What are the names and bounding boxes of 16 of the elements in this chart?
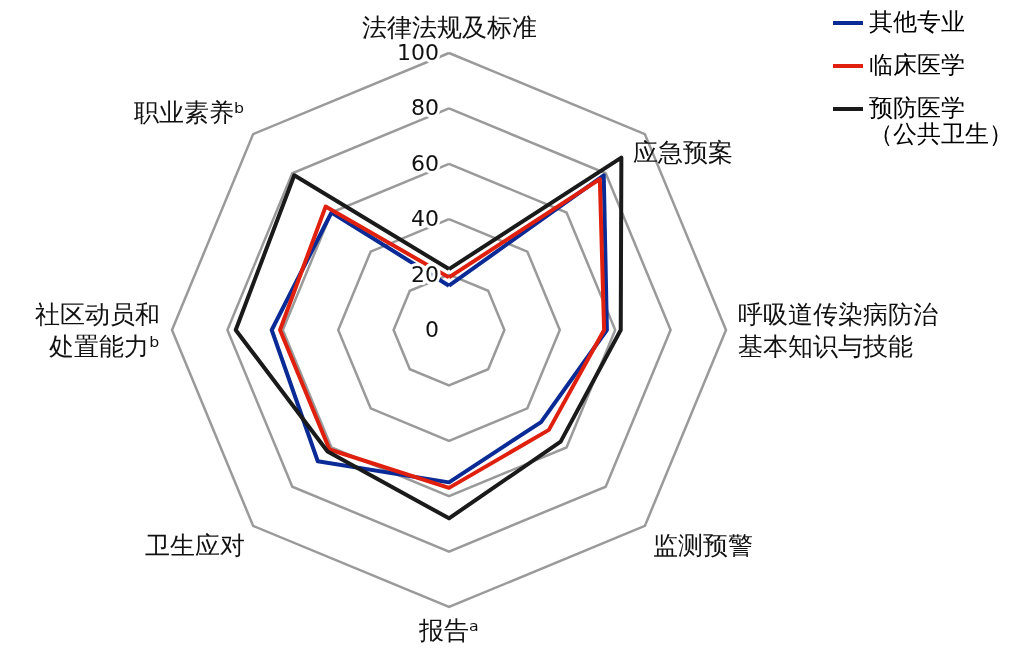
spoke-label: 呼吸道传染病防治基本知识与技能	[738, 300, 938, 361]
spoke-label: 社区动员和处置能力ᵇ	[35, 300, 160, 361]
y-tick-label: 60	[411, 150, 439, 176]
spoke-label: 应急预案	[633, 137, 734, 167]
legend-label: 其他专业	[869, 8, 965, 36]
y-tick-label: 100	[397, 40, 439, 65]
y-tick-label: 0	[425, 317, 439, 342]
y-tick-label: 40	[411, 206, 439, 232]
spoke-label: 法律法规及标准	[361, 13, 537, 42]
legend-label: 预防医学（公共卫生）	[869, 94, 1013, 148]
spoke-label: 报告ᵃ	[418, 616, 479, 645]
legend-label: 临床医学	[869, 51, 965, 79]
spoke-label: 卫生应对	[144, 531, 245, 561]
y-tick-label: 80	[411, 95, 439, 121]
spoke-label: 职业素养ᵇ	[133, 97, 245, 127]
spoke-label: 监测预警	[653, 531, 754, 561]
